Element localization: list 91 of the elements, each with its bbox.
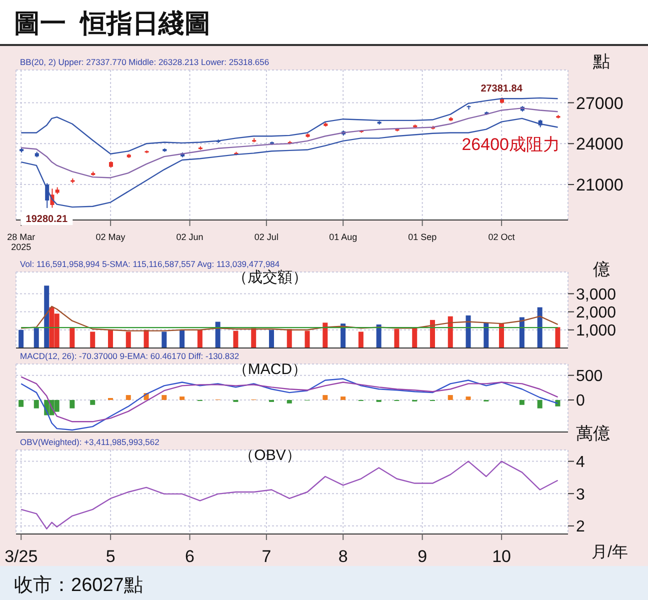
bar: [180, 396, 185, 400]
x-tick-label: 5: [106, 547, 116, 566]
bar: [18, 330, 24, 348]
y-tick-label: 27000: [576, 94, 624, 113]
y-tick-label: 500: [576, 368, 603, 386]
annotation: 27381.84: [480, 84, 523, 95]
annotation: 19280.21: [26, 214, 68, 225]
bar: [555, 400, 560, 406]
y-tick-label: 21000: [576, 176, 624, 195]
bar: [108, 330, 113, 348]
bar: [519, 317, 524, 348]
x-tick-label: 02 Jul: [254, 232, 278, 242]
line-series: [20, 306, 558, 332]
bar: [126, 395, 131, 400]
y-tick-label: 0: [576, 392, 585, 410]
bar: [215, 322, 220, 348]
x-tick-label: 02 Oct: [488, 232, 516, 242]
bar: [519, 400, 524, 405]
bar: [197, 330, 202, 348]
line-series: [20, 97, 558, 154]
y-tick-label: 3: [576, 486, 585, 504]
y-axis-title: 萬億: [576, 423, 610, 445]
bar: [484, 322, 489, 348]
x-tick-label: 3/25: [4, 547, 38, 566]
y-tick-label: 3,000: [576, 286, 616, 304]
bar: [499, 324, 504, 348]
bar: [90, 332, 96, 348]
line-series: [20, 378, 558, 431]
bar: [412, 328, 418, 348]
x-tick-label: 9: [418, 547, 428, 566]
bar: [18, 400, 24, 407]
bar: [162, 395, 167, 400]
bar: [466, 315, 471, 348]
x-tick-label: 28 Mar 2025: [7, 232, 36, 252]
text: Vol: 116,591,958,994 5-SMA: 115,116,587,557 Avg: 113,039,477,984: [20, 259, 280, 269]
bar: [286, 400, 292, 404]
text: OBV(Weighted): +3,411,985,993,562: [20, 437, 160, 447]
annotation: 26400成阻力: [462, 134, 560, 156]
text: 收市：26027點: [14, 574, 143, 598]
y-axis-title: 億: [593, 259, 610, 281]
x-tick-label: 02 May: [96, 232, 126, 242]
y-tick-label: 4: [576, 454, 585, 471]
x-tick-label: 01 Sep: [408, 232, 437, 242]
x-tick-label: 6: [185, 547, 195, 566]
bar: [70, 400, 75, 408]
bar: [322, 395, 328, 400]
bar: [537, 400, 542, 408]
x-tick-label: 01 Aug: [329, 232, 358, 242]
bar: [430, 320, 435, 348]
chart-title: （OBV）: [238, 446, 302, 465]
text: BB(20, 2) Upper: 27337.770 Middle: 26328.213 Lower: 25318.656: [20, 57, 270, 67]
chart-title: 圖一 恒指日綫圖: [14, 7, 210, 40]
bar: [251, 328, 256, 348]
bar: [90, 400, 96, 405]
bar: [180, 330, 185, 348]
bar: [34, 400, 39, 408]
bar: [162, 332, 167, 348]
bar: [322, 322, 328, 348]
x-axis-title: 月/年: [592, 543, 628, 563]
text: MACD(12, 26): -70.37000 9-EMA: 60.46170 Diff: -130.832: [20, 351, 240, 361]
line-series: [20, 108, 558, 178]
x-tick-label: 7: [262, 547, 272, 566]
bar: [448, 395, 453, 400]
bar: [44, 286, 50, 348]
x-tick-label: 10: [492, 547, 512, 566]
x-tick-label: 02 Jun: [176, 232, 204, 242]
bar: [126, 332, 131, 348]
bar: [448, 316, 453, 348]
bar: [358, 332, 364, 348]
bar: [233, 330, 238, 348]
bar: [537, 307, 542, 348]
bar: [376, 324, 382, 348]
y-axis-title: 點: [593, 51, 610, 73]
y-tick-label: 24000: [576, 134, 624, 154]
bar: [555, 327, 560, 348]
line-series: [20, 118, 558, 208]
bar: [304, 330, 310, 348]
chart-title: （成交額）: [232, 268, 308, 287]
bar: [286, 329, 292, 348]
chart-title: （MACD）: [232, 360, 308, 379]
bar: [394, 329, 400, 348]
y-tick-label: 2,000: [576, 304, 616, 322]
bar: [269, 330, 274, 348]
x-tick-label: 8: [338, 547, 348, 566]
y-tick-label: 1,000: [576, 322, 616, 340]
line-series: [20, 376, 558, 422]
bar: [34, 328, 39, 348]
bar: [466, 396, 471, 400]
bar: [70, 328, 75, 348]
y-tick-label: 2: [576, 518, 585, 536]
bar: [340, 396, 346, 400]
